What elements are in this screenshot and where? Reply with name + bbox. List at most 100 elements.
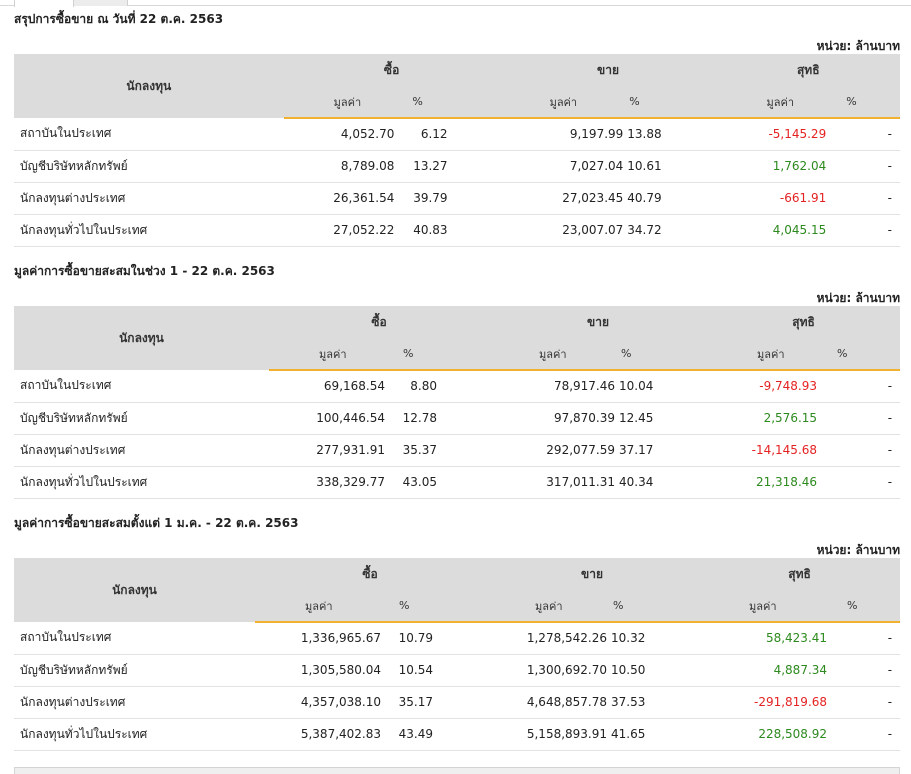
- header-buy: ซื้อ: [269, 306, 490, 338]
- net-value-cell: 4,887.34: [699, 654, 846, 687]
- header-buy-percent: %: [397, 590, 486, 623]
- buy-value-cell: 8,789.08: [283, 150, 411, 183]
- buy-value-cell: 277,931.91: [269, 434, 401, 467]
- sell-value-cell: 23,007.07: [499, 214, 628, 247]
- net-value-cell: 4,045.15: [716, 214, 845, 247]
- header-buy: ซื้อ: [283, 54, 500, 86]
- investor-cell: สถาบันในประเทศ: [14, 118, 284, 151]
- buy-percent-cell: 43.05: [401, 466, 490, 499]
- header-sell-percent: %: [627, 86, 717, 119]
- net-percent-cell: -: [835, 370, 901, 403]
- sell-percent-cell: 40.79: [627, 182, 717, 215]
- header-buy-value: มูลค่า: [269, 338, 401, 371]
- sell-percent-cell: 34.72: [627, 214, 717, 247]
- sell-percent-cell: 40.34: [619, 466, 708, 499]
- buy-percent-cell: 12.78: [401, 402, 490, 435]
- header-sell-value: มูลค่า: [489, 338, 620, 371]
- header-net-value: มูลค่า: [707, 338, 836, 371]
- sell-value-cell: 97,870.39: [489, 402, 620, 435]
- header-net-percent: %: [835, 338, 901, 371]
- header-sell-value: มูลค่า: [499, 86, 628, 119]
- net-value-cell: 58,423.41: [699, 622, 846, 655]
- sell-value-cell: 1,278,542.26: [485, 622, 612, 655]
- buy-value-cell: 1,305,580.04: [255, 654, 397, 687]
- sell-value-cell: 78,917.46: [489, 370, 620, 403]
- unit-label: หน่วย: ล้านบาท: [816, 39, 900, 53]
- header-investor: นักลงทุน: [14, 306, 269, 370]
- investor-cell: นักลงทุนทั่วไปในประเทศ: [14, 718, 255, 751]
- summary-section: สรุปการซื้อขาย ณ วันที่ 22 ต.ค. 2563 หน่ว…: [0, 10, 911, 260]
- header-investor: นักลงทุน: [14, 54, 284, 118]
- investor-cell: นักลงทุนทั่วไปในประเทศ: [14, 214, 284, 247]
- net-value-cell: 1,762.04: [716, 150, 845, 183]
- sell-value-cell: 1,300,692.70: [485, 654, 612, 687]
- investor-cell: สถาบันในประเทศ: [14, 622, 255, 655]
- net-percent-cell: -: [844, 150, 900, 183]
- sell-value-cell: 9,197.99: [499, 118, 628, 151]
- sell-value-cell: 5,158,893.91: [485, 718, 612, 751]
- section-title: มูลค่าการซื้อขายสะสมตั้งแต่ 1 ม.ค. - 22 …: [14, 516, 299, 530]
- table-row: บัญชีบริษัทหลักทรัพย์ 100,446.54 12.78 97,8…: [14, 402, 901, 435]
- sell-percent-cell: 10.50: [611, 654, 700, 687]
- header-net: สุทธิ: [716, 54, 900, 86]
- buy-percent-cell: 8.80: [401, 370, 490, 403]
- unit-label: หน่วย: ล้านบาท: [816, 291, 900, 305]
- header-net-value: มูลค่า: [699, 590, 846, 623]
- sell-percent-cell: 37.17: [619, 434, 708, 467]
- sell-value-cell: 27,023.45: [499, 182, 628, 215]
- net-percent-cell: -: [845, 654, 901, 687]
- header-buy: ซื้อ: [255, 558, 486, 590]
- buy-value-cell: 69,168.54: [269, 370, 401, 403]
- unit-label: หน่วย: ล้านบาท: [816, 543, 900, 557]
- tab-inactive[interactable]: [74, 0, 128, 6]
- header-sell-percent: %: [611, 590, 700, 623]
- sell-value-cell: 7,027.04: [499, 150, 628, 183]
- header-buy-value: มูลค่า: [283, 86, 411, 119]
- table-row: นักลงทุนต่างประเทศ 277,931.91 35.37 292,077…: [14, 434, 901, 467]
- buy-percent-cell: 10.79: [397, 622, 486, 655]
- buy-value-cell: 5,387,402.83: [255, 718, 397, 751]
- net-percent-cell: -: [845, 686, 901, 719]
- section-title: สรุปการซื้อขาย ณ วันที่ 22 ต.ค. 2563: [14, 12, 224, 26]
- header-sell: ขาย: [489, 306, 708, 338]
- table-row: สถาบันในประเทศ 69,168.54 8.80 78,917.46 10.0…: [14, 370, 901, 403]
- sell-value-cell: 317,011.31: [489, 466, 620, 499]
- table-row: บัญชีบริษัทหลักทรัพย์ 1,305,580.04 10.54 1,…: [14, 654, 901, 687]
- header-buy-percent: %: [410, 86, 500, 119]
- net-value-cell: 21,318.46: [707, 466, 836, 499]
- investor-cell: นักลงทุนต่างประเทศ: [14, 182, 284, 215]
- sell-percent-cell: 12.45: [619, 402, 708, 435]
- sell-percent-cell: 37.53: [611, 686, 700, 719]
- net-percent-cell: -: [835, 434, 901, 467]
- net-value-cell: 228,508.92: [699, 718, 846, 751]
- summary-table: นักลงทุน ซื้อ ขาย สุทธิ มูลค่า% มูลค่า% มูลค่า…: [14, 306, 901, 499]
- net-percent-cell: -: [844, 182, 900, 215]
- sell-percent-cell: 10.04: [619, 370, 708, 403]
- table-row: นักลงทุนทั่วไปในประเทศ 338,329.77 43.05 317…: [14, 466, 901, 499]
- investor-cell: นักลงทุนต่างประเทศ: [14, 686, 255, 719]
- buy-percent-cell: 35.37: [401, 434, 490, 467]
- table-row: บัญชีบริษัทหลักทรัพย์ 8,789.08 13.27 7,027.…: [14, 150, 900, 183]
- sell-percent-cell: 41.65: [611, 718, 700, 751]
- investor-cell: นักลงทุนทั่วไปในประเทศ: [14, 466, 269, 499]
- buy-percent-cell: 43.49: [397, 718, 486, 751]
- sell-value-cell: 292,077.59: [489, 434, 620, 467]
- investor-cell: บัญชีบริษัทหลักทรัพย์: [14, 150, 284, 183]
- net-value-cell: -661.91: [716, 182, 845, 215]
- header-net-value: มูลค่า: [716, 86, 845, 119]
- net-percent-cell: -: [835, 402, 901, 435]
- buy-value-cell: 4,357,038.10: [255, 686, 397, 719]
- tab-active[interactable]: [14, 0, 74, 7]
- bottom-panel-edge: [14, 767, 900, 774]
- buy-value-cell: 1,336,965.67: [255, 622, 397, 655]
- buy-percent-cell: 39.79: [410, 182, 500, 215]
- header-buy-percent: %: [401, 338, 490, 371]
- header-sell: ขาย: [485, 558, 700, 590]
- table-row: นักลงทุนทั่วไปในประเทศ 27,052.22 40.83 23,0…: [14, 214, 900, 247]
- net-value-cell: 2,576.15: [707, 402, 836, 435]
- table-row: สถาบันในประเทศ 1,336,965.67 10.79 1,278,542…: [14, 622, 901, 655]
- header-investor: นักลงทุน: [14, 558, 255, 622]
- buy-percent-cell: 40.83: [410, 214, 500, 247]
- header-net-percent: %: [844, 86, 900, 119]
- section-title: มูลค่าการซื้อขายสะสมในช่วง 1 - 22 ต.ค. 2…: [14, 264, 275, 278]
